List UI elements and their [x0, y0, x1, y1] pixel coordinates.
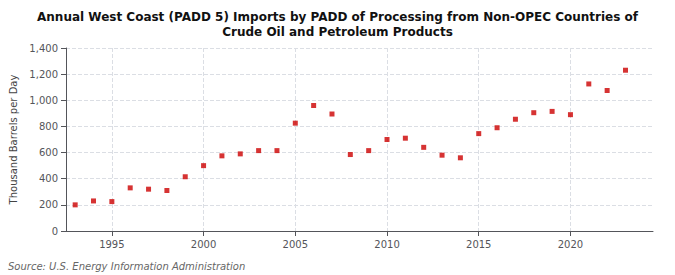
svg-text:400: 400: [39, 173, 58, 184]
svg-text:2015: 2015: [466, 239, 491, 250]
svg-text:Annual West Coast (PADD 5) Imp: Annual West Coast (PADD 5) Imports by PA…: [37, 10, 639, 24]
svg-text:Thousand Barrels per Day: Thousand Barrels per Day: [8, 75, 19, 206]
svg-text:1,200: 1,200: [29, 69, 58, 80]
svg-text:2010: 2010: [374, 239, 399, 250]
svg-text:2005: 2005: [283, 239, 308, 250]
svg-text:600: 600: [39, 147, 58, 158]
svg-text:1,400: 1,400: [29, 43, 58, 54]
svg-text:800: 800: [39, 121, 58, 132]
svg-text:Crude Oil and Petroleum Produc: Crude Oil and Petroleum Products: [222, 25, 453, 39]
svg-text:2020: 2020: [558, 239, 583, 250]
svg-text:2000: 2000: [191, 239, 216, 250]
svg-text:0: 0: [52, 226, 58, 237]
svg-text:1,000: 1,000: [29, 95, 58, 106]
svg-text:Source: U.S. Energy Informatio: Source: U.S. Energy Information Administ…: [8, 261, 245, 272]
svg-text:200: 200: [39, 199, 58, 210]
svg-text:1995: 1995: [99, 239, 124, 250]
